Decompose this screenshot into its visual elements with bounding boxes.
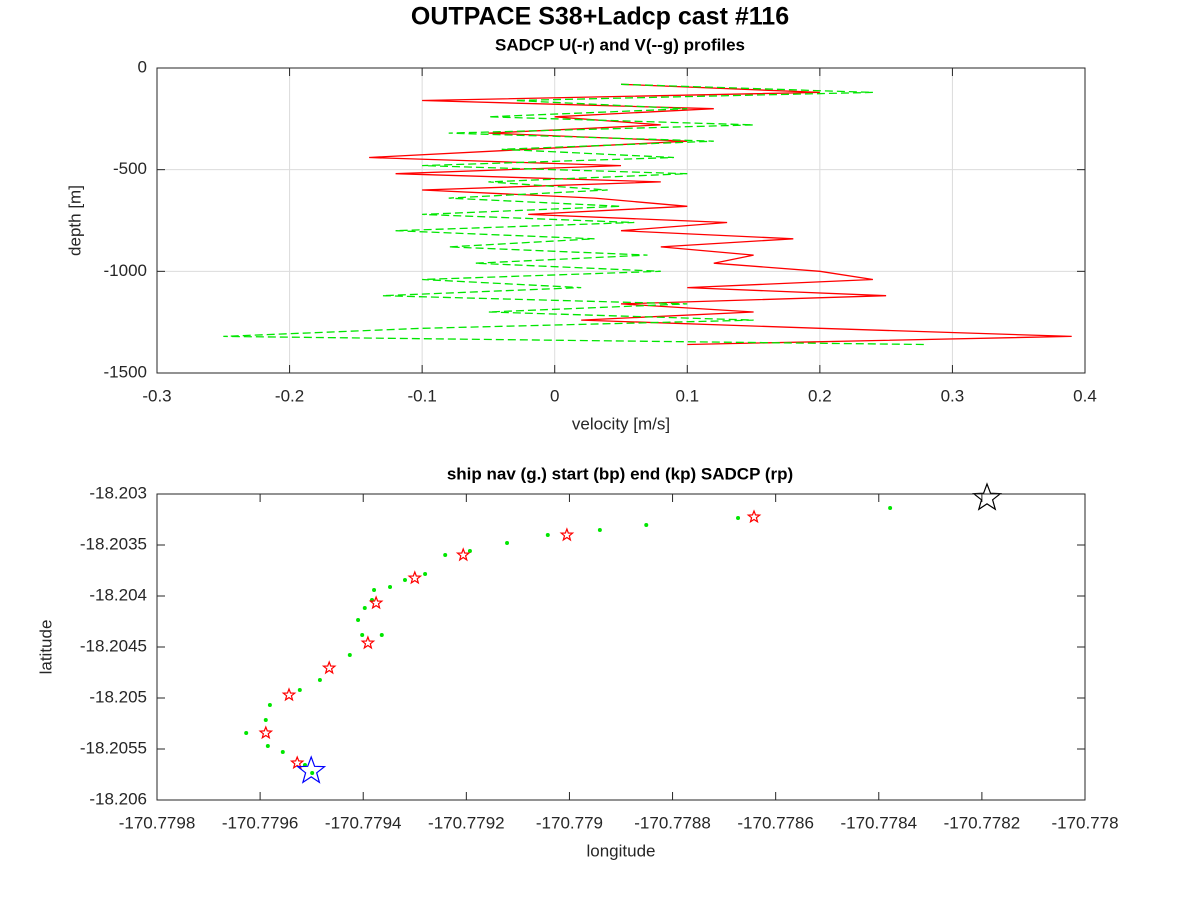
nav-point (644, 523, 649, 528)
x-tick-label: -170.7792 (428, 813, 505, 832)
y-tick-label: -18.2055 (80, 738, 147, 757)
nav-point (297, 688, 302, 693)
sadcp-star (289, 755, 305, 770)
y-tick-label: -18.2035 (80, 534, 147, 553)
chart-title: OUTPACE S38+Ladcp cast #116 (411, 3, 789, 31)
y-tick-label: -1500 (104, 362, 147, 381)
y-tick-label: -18.204 (89, 585, 147, 604)
x-axis-label: longitude (586, 841, 655, 860)
x-tick-label: -170.7784 (840, 813, 917, 832)
nav-point (267, 703, 272, 708)
x-tick-label: 0.1 (675, 386, 699, 405)
x-tick-label: -170.7786 (737, 813, 814, 832)
plot-area (157, 494, 1085, 800)
x-tick-label: -170.7788 (634, 813, 711, 832)
y-tick-label: -18.203 (89, 483, 147, 502)
sadcp-star (455, 547, 471, 562)
sadcp-star (321, 660, 337, 675)
y-tick-label: -500 (113, 159, 147, 178)
y-tick-label: -18.206 (89, 789, 147, 808)
sadcp-star (407, 570, 423, 585)
profile-line (369, 83, 1072, 346)
nav-point (888, 505, 893, 510)
nav-point (244, 730, 249, 735)
sadcp-star (258, 725, 274, 740)
nav-point (423, 571, 428, 576)
x-tick-label: -170.779 (536, 813, 603, 832)
x-tick-label: 0 (550, 386, 559, 405)
axes-box (156, 493, 1086, 801)
chart-title: ship nav (g.) start (bp) end (kp) SADCP … (447, 464, 793, 483)
nav-point (362, 606, 367, 611)
x-tick-label: 0.2 (808, 386, 832, 405)
x-tick-label: 0.3 (941, 386, 965, 405)
x-tick-label: -0.3 (142, 386, 171, 405)
x-tick-label: -170.7798 (119, 813, 196, 832)
nav-point (597, 528, 602, 533)
axes-box (156, 67, 1086, 374)
nav-point (379, 632, 384, 637)
nav-point (280, 749, 285, 754)
nav-point (317, 678, 322, 683)
profile-line (223, 83, 926, 346)
nav-point (263, 718, 268, 723)
x-tick-label: -170.7782 (944, 813, 1021, 832)
nav-point (347, 652, 352, 657)
y-tick-label: -18.205 (89, 687, 147, 706)
nav-point (402, 577, 407, 582)
nav-point (467, 549, 472, 554)
nav-point (388, 585, 393, 590)
nav-point (310, 770, 315, 775)
sadcp-star (281, 687, 297, 702)
endpoint-star (296, 755, 327, 784)
x-tick-label: -170.7794 (325, 813, 402, 832)
sadcp-star (360, 635, 376, 650)
nav-point (545, 533, 550, 538)
y-axis-label: depth [m] (65, 185, 84, 256)
nav-point (443, 552, 448, 557)
chart-subtitle: SADCP U(-r) and V(--g) profiles (495, 35, 745, 54)
y-axis-label: latitude (36, 620, 55, 675)
nav-point (505, 540, 510, 545)
nav-point (356, 617, 361, 622)
x-tick-label: -170.7796 (222, 813, 299, 832)
x-tick-label: -0.2 (275, 386, 304, 405)
nav-point (265, 744, 270, 749)
nav-point (736, 515, 741, 520)
y-tick-label: -1000 (104, 261, 147, 280)
sadcp-star (559, 527, 575, 542)
y-tick-label: 0 (138, 57, 147, 76)
y-tick-label: -18.2045 (80, 636, 147, 655)
plot-area (157, 68, 1085, 373)
x-tick-label: -170.778 (1051, 813, 1118, 832)
sadcp-star (368, 595, 384, 610)
nav-point (360, 632, 365, 637)
x-tick-label: 0.4 (1073, 386, 1097, 405)
nav-point (372, 587, 377, 592)
x-axis-label: velocity [m/s] (572, 414, 670, 433)
x-tick-label: -0.1 (407, 386, 436, 405)
sadcp-star (746, 509, 762, 524)
